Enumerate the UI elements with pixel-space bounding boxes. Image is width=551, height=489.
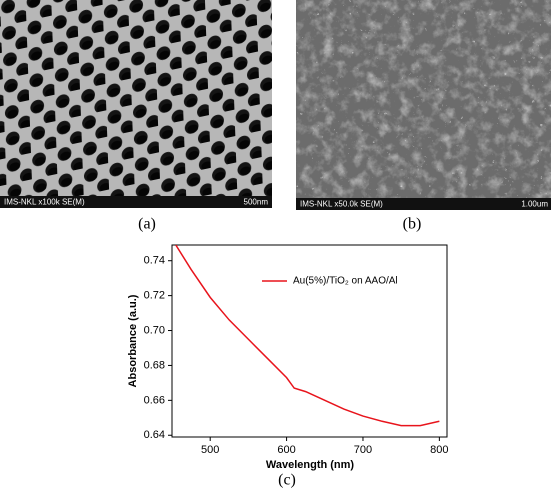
plot-frame: [171, 244, 448, 438]
y-tick-label: 0.72: [144, 290, 165, 302]
data-line: [175, 245, 440, 427]
y-tick-label: 0.70: [144, 324, 165, 336]
sem-info: IMS-NKL x100k SE(M): [4, 198, 85, 207]
y-tick-label: 0.74: [144, 255, 165, 267]
y-tick-label: 0.68: [144, 359, 165, 371]
x-tick-label: 500: [201, 444, 219, 456]
panel-label: (b): [403, 216, 422, 233]
chart: Wavelength (nm) Absorbance (a.u.) 500 600…: [127, 244, 449, 471]
panel-label: (c): [278, 472, 296, 489]
sem-image-b: IMS-NKL x50.0k SE(M) 1.00um: [296, 0, 551, 210]
legend-label: Au(5%)/TiO₂ on AAO/Al: [293, 276, 398, 287]
y-tick-label: 0.66: [144, 394, 165, 406]
y-axis-label: Absorbance (a.u.): [127, 294, 139, 387]
x-tick-label: 600: [277, 444, 295, 456]
sem-scale: 1.00um: [521, 200, 548, 209]
sem-info: IMS-NKL x50.0k SE(M): [300, 200, 383, 209]
x-tick-label: 700: [354, 444, 372, 456]
x-tick-label: 800: [430, 444, 448, 456]
sem-scale: 500nm: [244, 198, 269, 207]
panel-label: (a): [138, 216, 156, 233]
x-axis-label: Wavelength (nm): [266, 459, 355, 471]
sem-image-a: IMS-NKL x100k SE(M) 500nm: [0, 0, 272, 208]
y-tick-label: 0.64: [144, 429, 165, 441]
